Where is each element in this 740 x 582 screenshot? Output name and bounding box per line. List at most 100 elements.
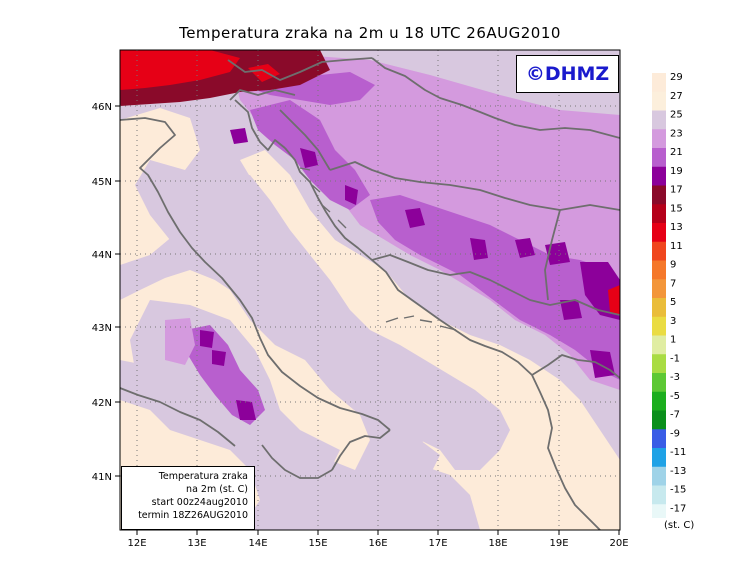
legend-swatch — [652, 298, 666, 318]
ionian-lilac — [260, 465, 480, 530]
legend-label: 19 — [670, 166, 683, 177]
legend-swatch — [652, 110, 666, 130]
legend-swatch — [652, 335, 666, 355]
legend-label: -15 — [670, 485, 686, 496]
legend-label: -11 — [670, 447, 686, 458]
italy-east-coast — [120, 117, 391, 431]
italy-west-coast — [120, 387, 236, 447]
x-tick-labels: 12E 13E 14E 15E 16E 17E 18E 19E 20E — [127, 538, 628, 549]
legend-swatch — [652, 73, 666, 93]
border-serbia — [544, 209, 561, 301]
legend-swatch — [652, 223, 666, 243]
legend-swatch — [652, 241, 666, 261]
legend-units: (st. C) — [664, 520, 695, 531]
border-slovenia-hungary — [371, 57, 620, 139]
temperature-field — [120, 50, 620, 530]
legend-swatch — [652, 429, 666, 449]
north-borders — [229, 89, 331, 171]
islands — [299, 167, 457, 331]
border-bih-south — [371, 254, 620, 316]
info-line: Temperatura zraka — [158, 471, 248, 482]
italy-light-purple-patch — [165, 318, 195, 365]
dalmatian-coast — [284, 147, 533, 376]
axis-ticks — [115, 105, 620, 535]
legend-label: 1 — [670, 335, 676, 346]
coastlines — [120, 57, 620, 530]
nw-red-patch — [248, 64, 280, 82]
legend-label: 7 — [670, 278, 676, 289]
italy-purple-patch — [185, 325, 265, 425]
balkan-coast-pale — [240, 150, 620, 530]
legend-label: -5 — [670, 391, 680, 402]
y-tick-label: 41N — [92, 472, 112, 483]
legend-swatch — [652, 91, 666, 111]
adriatic-sea — [120, 175, 510, 470]
se-red-patch — [608, 285, 620, 315]
legend-swatch — [652, 354, 666, 374]
legend-swatch — [652, 485, 666, 505]
legend-label: -13 — [670, 466, 686, 477]
legend-label: 25 — [670, 110, 683, 121]
legend-label: 21 — [670, 147, 683, 158]
y-tick-label: 43N — [92, 323, 112, 334]
plot-frame — [119, 49, 621, 531]
legend-swatch — [652, 391, 666, 411]
x-tick-label: 13E — [187, 538, 206, 549]
y-tick-label: 45N — [92, 177, 112, 188]
legend-label: -9 — [670, 428, 680, 439]
x-tick-label: 19E — [549, 538, 568, 549]
legend-label: 27 — [670, 91, 683, 102]
border-croatia-bih — [329, 161, 620, 211]
legend-label: 9 — [670, 260, 676, 271]
info-line: start 00z24aug2010 — [151, 497, 248, 508]
italy-gulf-taranto — [261, 444, 333, 479]
x-tick-label: 15E — [308, 538, 327, 549]
legend-labels: 29 27 25 23 21 19 17 15 13 11 9 7 5 3 1 -1 -3 -5 -7 -9 -11 -1… — [670, 73, 686, 514]
istria-coast — [234, 99, 286, 151]
legend-swatch — [652, 279, 666, 299]
y-tick-labels: 46N 45N 44N 43N 42N 41N — [92, 102, 112, 483]
info-line: termin 18Z26AUG2010 — [138, 510, 248, 521]
legend-swatch — [652, 373, 666, 393]
legend-label: -1 — [670, 353, 680, 364]
legend-label: -7 — [670, 410, 680, 421]
map-title: Temperatura zraka na 2m u 18 UTC 26AUG20… — [179, 24, 561, 42]
legend-swatch — [652, 466, 666, 486]
x-tick-label: 12E — [127, 538, 146, 549]
legend-label: -17 — [670, 503, 686, 514]
legend-label: 29 — [670, 73, 683, 83]
legend-label: 3 — [670, 316, 676, 327]
legend-swatch — [652, 204, 666, 224]
y-tick-label: 42N — [92, 398, 112, 409]
x-tick-label: 14E — [248, 538, 267, 549]
border-montenegro — [531, 354, 620, 379]
color-legend: 29 27 25 23 21 19 17 15 13 11 9 7 5 3 1 -1 -3 -5 -7 -9 -11 -1… — [652, 73, 686, 518]
legend-swatch — [652, 316, 666, 336]
graticule — [120, 50, 620, 530]
legend-swatch — [652, 185, 666, 205]
albania-coast — [531, 374, 601, 530]
legend-swatch — [652, 410, 666, 430]
info-box: Temperatura zraka na 2m (st. C) start 00… — [121, 466, 255, 530]
x-tick-label: 16E — [368, 538, 387, 549]
x-tick-label: 20E — [609, 538, 628, 549]
legend-label: 11 — [670, 241, 683, 252]
legend-label: 13 — [670, 222, 683, 233]
legend-swatch — [652, 166, 666, 186]
legend-label: 17 — [670, 185, 683, 196]
y-tick-label: 44N — [92, 250, 112, 261]
legend-swatch — [652, 148, 666, 168]
x-tick-label: 17E — [428, 538, 447, 549]
legend-label: -3 — [670, 372, 680, 383]
border-croatia-slovenia — [227, 57, 373, 81]
legend-label: 23 — [670, 128, 683, 139]
legend-swatches — [652, 73, 666, 518]
x-tick-label: 18E — [488, 538, 507, 549]
y-tick-label: 46N — [92, 102, 112, 113]
legend-swatch — [652, 448, 666, 468]
legend-swatch — [652, 504, 666, 518]
legend-swatch — [652, 129, 666, 149]
nw-red — [120, 50, 240, 90]
balkan-purple-band — [370, 195, 620, 380]
